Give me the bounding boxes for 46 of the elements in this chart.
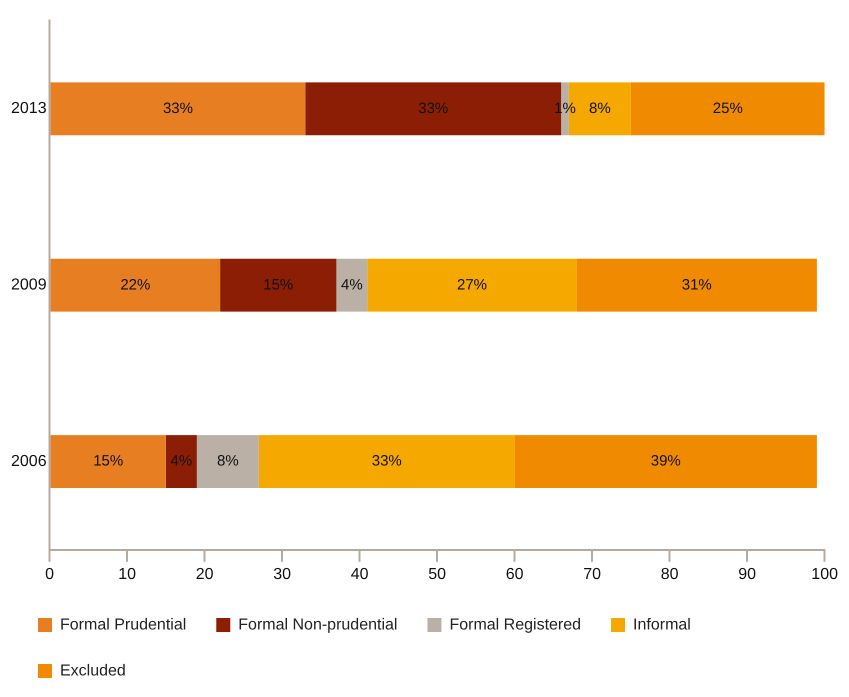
data-label: 8% bbox=[217, 452, 239, 470]
data-label: 4% bbox=[341, 276, 363, 294]
y-tick-label: 2009 bbox=[11, 276, 47, 294]
y-tick-label: 2006 bbox=[11, 453, 47, 470]
x-tick-label: 30 bbox=[273, 566, 292, 583]
x-tick-label: 10 bbox=[118, 566, 136, 583]
data-label: 33% bbox=[162, 100, 193, 117]
bar bbox=[220, 258, 336, 312]
bar bbox=[196, 435, 259, 488]
y-tick-label: 2013 bbox=[11, 100, 47, 118]
bar bbox=[367, 258, 577, 312]
legend-label: Excluded bbox=[60, 662, 126, 680]
data-label: 1% bbox=[554, 100, 576, 117]
data-label: 33% bbox=[372, 452, 402, 470]
data-label: 27% bbox=[456, 276, 488, 294]
legend-label: Formal Prudential bbox=[60, 616, 186, 634]
x-tick-label: 0 bbox=[45, 566, 54, 583]
bar bbox=[166, 435, 197, 488]
x-tick-label: 100 bbox=[811, 566, 838, 583]
x-tick-label: 50 bbox=[428, 566, 446, 583]
bar bbox=[576, 258, 817, 312]
bar bbox=[258, 435, 515, 488]
legend-label: Formal Non-prudential bbox=[238, 616, 398, 634]
bar bbox=[50, 258, 220, 312]
bar bbox=[630, 82, 825, 136]
x-tick-label: 90 bbox=[738, 566, 756, 583]
x-tick-label: 20 bbox=[196, 566, 214, 583]
data-label: 8% bbox=[589, 100, 611, 117]
data-label: 39% bbox=[650, 452, 681, 470]
x-tick-label: 80 bbox=[660, 566, 679, 583]
bar bbox=[336, 258, 368, 312]
data-label: 15% bbox=[263, 276, 294, 294]
x-tick-label: 60 bbox=[506, 566, 524, 583]
bar bbox=[50, 435, 166, 488]
data-label: 22% bbox=[120, 276, 150, 294]
legend-label: Informal bbox=[633, 616, 691, 634]
bar bbox=[50, 82, 306, 136]
bar bbox=[514, 435, 817, 488]
data-label: 31% bbox=[682, 276, 712, 294]
data-label: 33% bbox=[418, 100, 448, 117]
data-label: 4% bbox=[170, 452, 192, 470]
x-tick-label: 40 bbox=[350, 566, 369, 583]
x-tick-label: 70 bbox=[583, 566, 602, 583]
legend-label: Formal Registered bbox=[449, 616, 582, 634]
data-label: 15% bbox=[93, 452, 124, 470]
data-label: 25% bbox=[712, 100, 743, 117]
